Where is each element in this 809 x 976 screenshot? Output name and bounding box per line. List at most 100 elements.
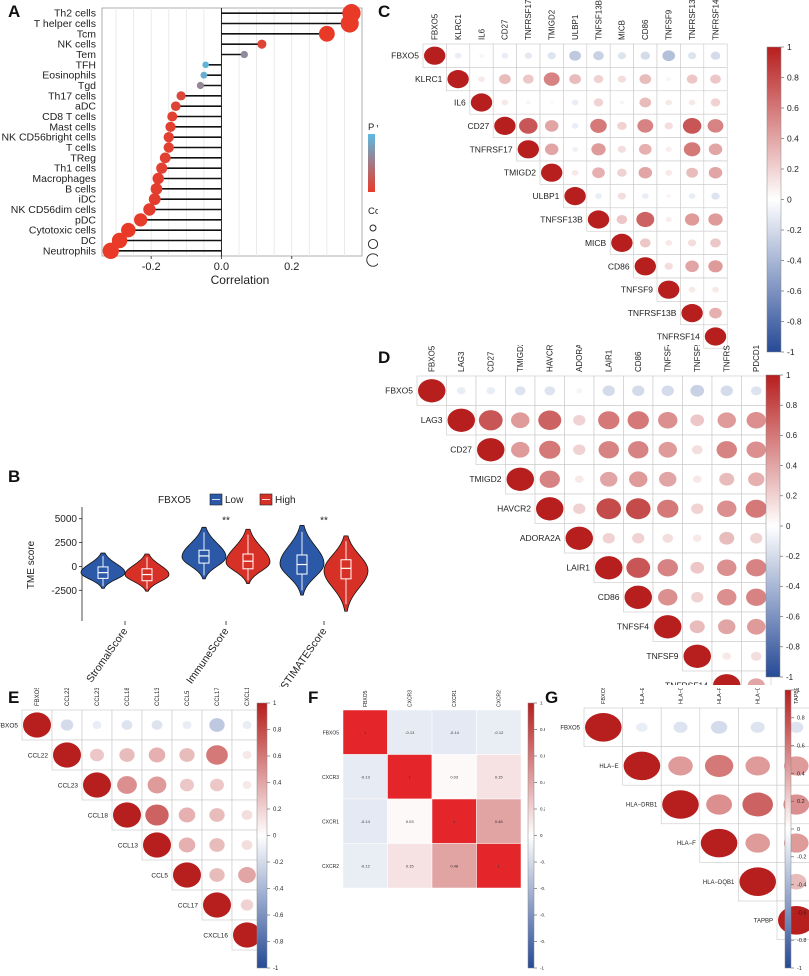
violin-body <box>124 553 170 592</box>
correlation-chart-g: FBXO5 HLA−E HLA−DRB1 HLA−F HLA−DQB1 TAPBP FBXO… <box>560 688 809 972</box>
panel-label-g: G <box>545 688 559 707</box>
lollipop-point <box>176 91 186 101</box>
corr-circle <box>598 411 620 430</box>
corr-circle <box>746 588 767 606</box>
corr-circle <box>486 387 496 395</box>
colorbar-tick-label: 0.4 <box>797 771 805 777</box>
corr-circle <box>538 410 562 431</box>
corr-circle <box>750 386 762 396</box>
column-label: HLA−DQB1 <box>756 688 762 704</box>
column-label: PDCD1LG2 <box>752 345 761 372</box>
row-label: LAIR1 <box>566 563 590 573</box>
lollipop-point <box>240 50 248 59</box>
corr-circle <box>742 792 774 817</box>
box <box>198 549 210 564</box>
column-label: TMIGD2 <box>548 9 557 40</box>
corr-circle <box>691 592 704 603</box>
panel-label-b: B <box>8 467 21 486</box>
x-tick-label: 0.2 <box>284 261 299 273</box>
corr-circle <box>746 441 766 459</box>
corr-circle <box>178 807 196 823</box>
heatmap-cell-label: 0.48 <box>450 863 459 868</box>
row-label: CCL17 <box>178 902 199 909</box>
corr-circle <box>424 46 446 65</box>
row-label: CXCR3 <box>322 775 339 781</box>
row-label: FBXO5 <box>0 722 18 729</box>
lollipop-point <box>340 14 359 33</box>
row-label: CD86 <box>608 261 630 271</box>
corr-circle <box>595 556 623 580</box>
corr-circle <box>722 652 732 660</box>
corr-circle <box>119 748 135 762</box>
violin-body <box>279 525 325 596</box>
corr-circle <box>543 72 560 86</box>
corr-cell <box>741 670 772 685</box>
lollipop-point <box>159 152 171 164</box>
column-label: TNFRSF14 <box>723 345 732 372</box>
y-tick-label: 5000 <box>55 514 78 525</box>
corr-circle <box>716 441 737 459</box>
row-label: HLA−F <box>677 841 696 847</box>
colorbar-tick-label: -0.6 <box>787 286 802 296</box>
corr-circle <box>668 756 693 776</box>
corr-circle <box>634 257 656 276</box>
row-label: ADORA2A <box>520 533 561 543</box>
pvalue-colorbar <box>368 134 375 192</box>
corr-circle <box>666 194 672 199</box>
lollipop-point <box>196 81 204 90</box>
corr-circle <box>712 286 719 293</box>
heatmap-cell-label: 1 <box>409 774 412 779</box>
colorbar-tick-label: 1 <box>786 371 791 380</box>
corr-circle <box>587 210 610 229</box>
corr-circle <box>708 166 723 179</box>
corr-circle <box>53 742 81 768</box>
corr-circle <box>592 167 605 179</box>
correlation-chart-c: FBXO5 KLRC1 IL6 CD27 TNFRSF17 TMIGD2 ULBP1 TNFS… <box>391 0 802 357</box>
corr-circle <box>92 721 102 729</box>
colorbar-tick-label: 1 <box>540 701 543 706</box>
heatmap-cell-label: 1 <box>453 819 456 824</box>
heatmap-cell <box>342 709 388 755</box>
category-label: Eosinophils <box>42 70 96 82</box>
corr-circle <box>710 720 728 734</box>
size-legend-circle <box>366 253 378 267</box>
corr-circle <box>564 187 586 206</box>
colorbar-tick-label: -1 <box>540 966 544 971</box>
corr-circle <box>708 260 723 273</box>
colorbar-tick-label: 0 <box>273 834 277 840</box>
colorbar-tick-label: 0.6 <box>797 744 805 750</box>
corr-circle <box>750 721 765 733</box>
violin-body <box>225 528 271 585</box>
column-label: TNFRSF17 <box>524 0 533 40</box>
heatmap-cell <box>476 843 522 889</box>
colorbar-tick-label: -0.6 <box>786 612 800 621</box>
corr-circle <box>90 748 104 762</box>
corr-circle <box>209 808 225 822</box>
corr-circle <box>418 379 446 403</box>
row-label: TMIGD2 <box>469 474 501 484</box>
corr-circle <box>590 118 607 133</box>
corr-circle <box>747 678 765 685</box>
category-label: iDC <box>79 194 97 206</box>
column-label: FBXO5 <box>363 690 369 707</box>
corr-circle <box>145 804 169 826</box>
row-label: TNFRSF14 <box>665 681 708 685</box>
corr-circle <box>517 140 539 159</box>
corr-circle <box>682 118 702 134</box>
column-label: ULBP1 <box>571 14 580 40</box>
corr-circle <box>569 74 581 85</box>
colorbar <box>527 702 535 969</box>
corr-circle <box>632 385 645 396</box>
heatmap-cell <box>342 843 388 889</box>
colorbar-tick-label: -0.6 <box>540 913 545 918</box>
lollipop-point <box>200 71 208 79</box>
colorbar-tick-label: 0.2 <box>273 807 282 813</box>
heatmap-cell <box>431 843 477 889</box>
corr-circle <box>700 828 738 858</box>
y-tick-label: -2500 <box>51 586 77 597</box>
row-label: HLA−E <box>599 764 618 770</box>
corr-circle <box>692 475 702 483</box>
column-label: CCL13 <box>155 688 161 706</box>
colorbar-tick-label: -0.8 <box>787 316 802 326</box>
heatmap-cell-label: -0.13 <box>405 730 415 735</box>
